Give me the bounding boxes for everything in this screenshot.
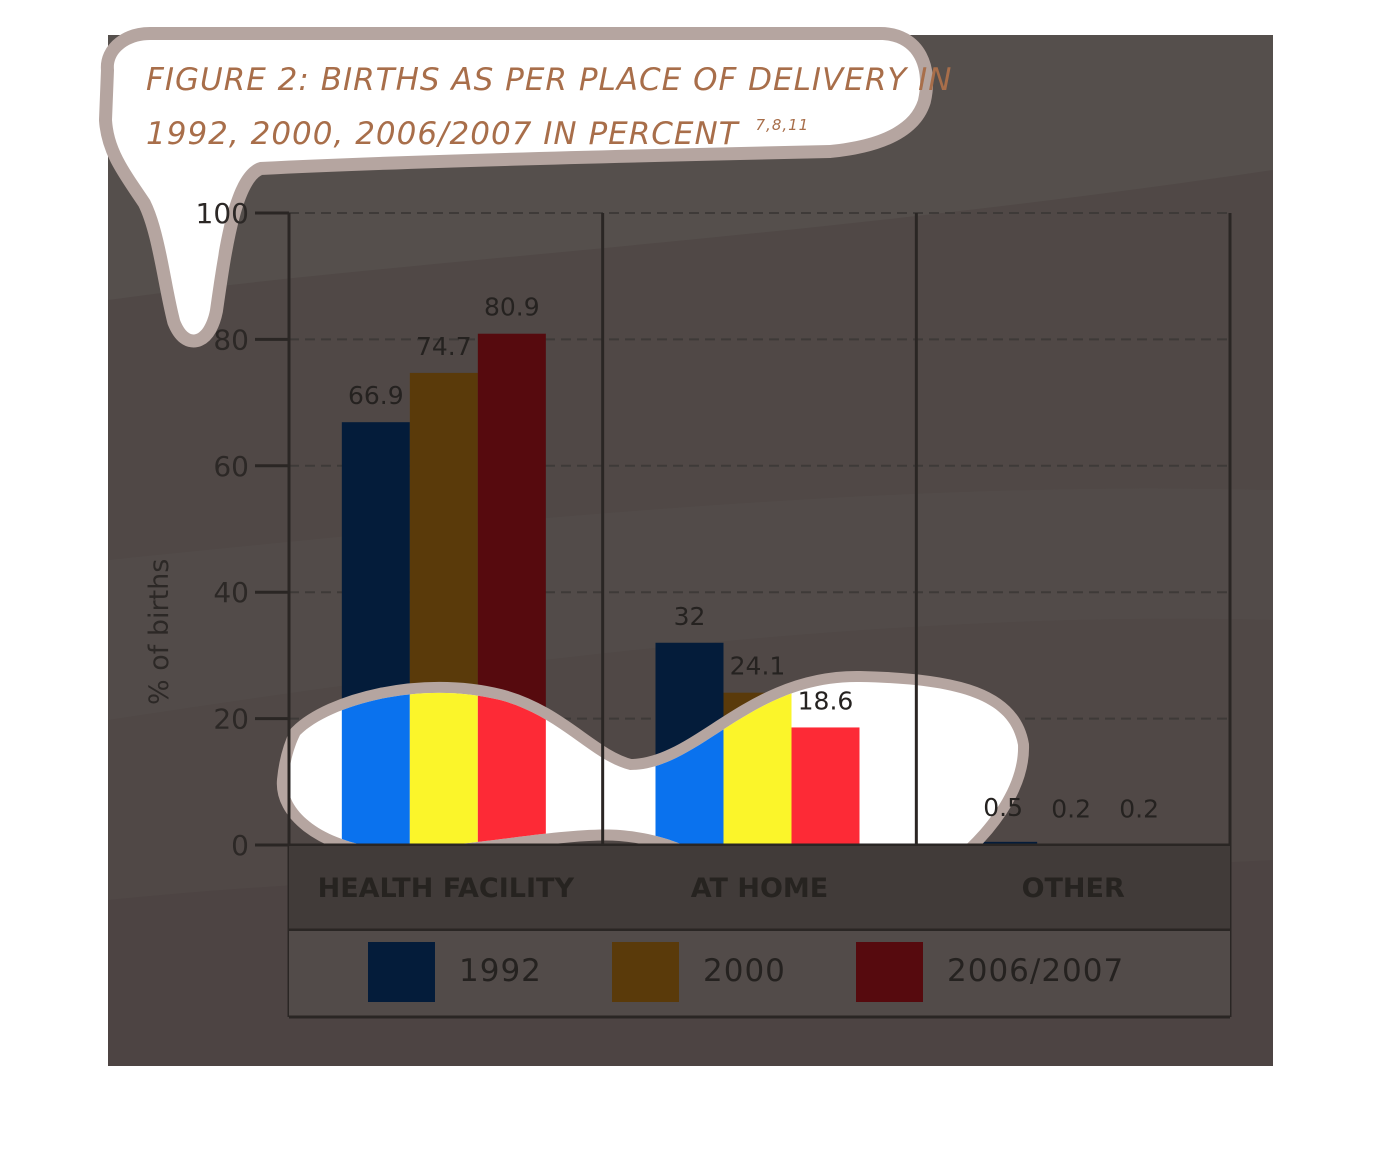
legend-label: 1992 (459, 953, 542, 989)
data-label: 32 (674, 602, 706, 631)
gridlines (289, 212, 1230, 720)
y-tick-label: 20 (213, 703, 249, 736)
chart-title: FIGURE 2: BIRTHS AS PER PLACE OF DELIVER… (146, 62, 953, 98)
bar-highlight-2006-2007 (791, 727, 860, 845)
category-label: HEALTH FACILITY (318, 873, 575, 904)
legend-swatch (368, 942, 435, 1002)
y-tick-label: 0 (231, 829, 249, 862)
category-label: OTHER (1022, 873, 1125, 904)
chart-title-refs: 7,8,11 (756, 116, 810, 134)
data-label: 18.6 (798, 686, 854, 715)
data-label: 66.9 (348, 381, 404, 410)
legend-label: 2006/2007 (947, 953, 1124, 989)
category-band-background (289, 846, 1230, 930)
y-tick-label: 40 (213, 576, 249, 609)
data-label: 24.1 (730, 652, 786, 681)
data-label: 0.2 (1119, 795, 1159, 824)
y-axis-label: % of births (144, 559, 175, 705)
bar-highlight-1992 (341, 681, 410, 845)
legend-swatch (856, 942, 923, 1002)
y-tick-label: 60 (213, 450, 249, 483)
data-label: 80.9 (484, 293, 540, 322)
data-label: 0.5 (983, 793, 1023, 822)
y-tick-label: 80 (213, 323, 249, 356)
y-ticks: 0 20 40 60 80 100 (196, 197, 289, 862)
legend-label: 2000 (703, 953, 786, 989)
y-tick-label: 100 (196, 197, 249, 230)
legend-background (289, 931, 1230, 1016)
chart-title-line2: 1992, 2000, 2006/2007 IN PERCENT 7,8,11 (146, 116, 809, 152)
data-label: 74.7 (416, 332, 472, 361)
bar-1992 (969, 841, 1038, 845)
category-band: HEALTH FACILITY AT HOME OTHER (289, 846, 1230, 932)
bar-highlight-2000 (409, 681, 478, 845)
legend: 1992 2000 2006/2007 (289, 931, 1230, 1019)
legend-swatch (612, 942, 679, 1002)
category-label: AT HOME (691, 873, 828, 904)
value-labels: 66.9 74.7 80.9 32 24.1 18.6 0.5 0.2 0.2 (348, 293, 1159, 824)
data-label: 0.2 (1051, 795, 1091, 824)
